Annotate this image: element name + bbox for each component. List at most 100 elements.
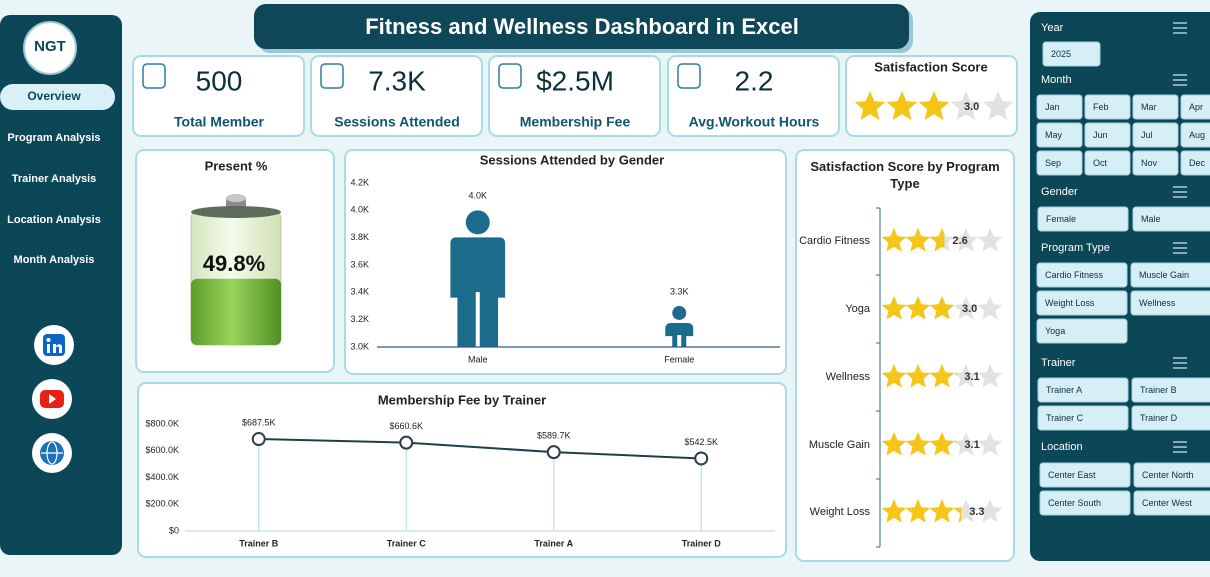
star <box>929 228 945 252</box>
y-tick-label: $400.0K <box>145 472 179 482</box>
slicer-button[interactable] <box>1037 206 1129 232</box>
slicer-button[interactable] <box>1130 290 1210 316</box>
linkedin-glyph <box>47 344 50 353</box>
slicer-button[interactable] <box>1131 377 1210 403</box>
slicer-item[interactable]: Jan <box>1045 102 1060 112</box>
slicer-button[interactable] <box>1036 94 1083 120</box>
slicer-item[interactable]: Oct <box>1093 158 1108 168</box>
star <box>854 91 886 120</box>
nav-item[interactable]: Trainer Analysis <box>12 173 97 185</box>
slicer-item[interactable]: Mar <box>1141 102 1157 112</box>
slicer-item[interactable]: Weight Loss <box>1045 298 1095 308</box>
slicer-button[interactable] <box>1084 94 1131 120</box>
kpi-value: $2.5M <box>536 65 614 96</box>
star <box>905 364 931 388</box>
slicer-title: Month <box>1041 74 1072 86</box>
kpi-icon <box>320 63 344 89</box>
slicer-button[interactable] <box>1132 150 1179 176</box>
slicer-item[interactable]: Center West <box>1142 498 1192 508</box>
slicer-clear-icon[interactable] <box>1173 22 1187 34</box>
star <box>929 499 955 523</box>
slicer-button[interactable] <box>1039 490 1131 516</box>
slicer-item[interactable]: Dec <box>1189 158 1206 168</box>
slicer-button[interactable] <box>1180 122 1210 148</box>
slicer-clear-icon[interactable] <box>1173 357 1187 369</box>
battery-top <box>191 206 281 218</box>
value-label: $542.5K <box>684 437 718 447</box>
chart-panel <box>137 382 787 558</box>
nav-item[interactable]: Overview <box>27 89 81 103</box>
slicer-button[interactable] <box>1132 94 1179 120</box>
slicer-item[interactable]: Center South <box>1048 498 1101 508</box>
value-label: 3.0 <box>962 303 977 315</box>
slicer-item[interactable]: Yoga <box>1045 326 1065 336</box>
slicer-button[interactable] <box>1133 462 1210 488</box>
slicer-button[interactable] <box>1132 122 1179 148</box>
chart-title: Satisfaction Score by Program Type <box>810 159 1000 191</box>
slicer-item[interactable]: Aug <box>1189 130 1205 140</box>
star <box>929 432 955 456</box>
slicer-button[interactable] <box>1133 490 1210 516</box>
slicer-button[interactable] <box>1131 405 1210 431</box>
kpi-value: 7.3K <box>368 65 426 96</box>
slicer-item[interactable]: Center North <box>1142 470 1194 480</box>
slicer-button[interactable] <box>1130 262 1210 288</box>
slicer-item[interactable]: Jul <box>1141 130 1153 140</box>
slicer-item[interactable]: Trainer B <box>1140 385 1177 395</box>
star <box>953 440 957 444</box>
slicer-button[interactable] <box>1039 462 1131 488</box>
slicer-button[interactable] <box>1036 150 1083 176</box>
slicer-item[interactable]: Apr <box>1189 102 1203 112</box>
value-label: $589.7K <box>537 431 571 441</box>
slicer-item[interactable]: Sep <box>1045 158 1061 168</box>
logo-text: NGT <box>34 38 66 55</box>
slicer-button[interactable] <box>1042 41 1101 67</box>
slicer-item[interactable]: Cardio Fitness <box>1045 270 1104 280</box>
slicer-button[interactable] <box>1036 262 1128 288</box>
nav-item[interactable]: Location Analysis <box>7 214 101 226</box>
slicer-item[interactable]: Male <box>1141 214 1161 224</box>
kpi-label: Membership Fee <box>520 114 631 130</box>
slicer-button[interactable] <box>1132 206 1210 232</box>
slicer-item[interactable]: Wellness <box>1139 298 1176 308</box>
slicer-clear-icon[interactable] <box>1173 186 1187 198</box>
slicer-item[interactable]: Feb <box>1093 102 1109 112</box>
slicer-button[interactable] <box>1180 94 1210 120</box>
slicer-item[interactable]: Trainer D <box>1140 413 1178 423</box>
person-head <box>465 210 490 235</box>
slicer-item[interactable]: Female <box>1046 214 1076 224</box>
slicer-clear-icon[interactable] <box>1173 242 1187 254</box>
slicer-clear-icon[interactable] <box>1173 74 1187 86</box>
slicer-item[interactable]: May <box>1045 130 1063 140</box>
value-label: 4.0K <box>468 191 487 201</box>
kpi-card <box>488 55 661 137</box>
slicer-item[interactable]: 2025 <box>1051 49 1071 59</box>
slicer-button[interactable] <box>1037 405 1129 431</box>
slicer-clear-icon[interactable] <box>1173 441 1187 453</box>
slicer-button[interactable] <box>1036 122 1083 148</box>
point <box>694 451 709 466</box>
nav-item[interactable]: Program Analysis <box>7 132 100 144</box>
slicer-button[interactable] <box>1036 318 1128 344</box>
slicer-item[interactable]: Trainer C <box>1046 413 1084 423</box>
slicer-item[interactable]: Muscle Gain <box>1139 270 1189 280</box>
x-tick-label: Trainer A <box>534 538 573 548</box>
slicer-item[interactable]: Trainer A <box>1046 385 1082 395</box>
point <box>399 435 414 450</box>
nav-item[interactable]: Month Analysis <box>14 254 95 266</box>
y-tick-label: 3.0K <box>350 341 369 351</box>
slicer-button[interactable] <box>1036 290 1128 316</box>
slicer-item[interactable]: Center East <box>1048 470 1096 480</box>
slicer-item[interactable]: Jun <box>1093 130 1108 140</box>
slicer-button[interactable] <box>1084 122 1131 148</box>
person-body <box>665 322 694 347</box>
slicer-button[interactable] <box>1037 377 1129 403</box>
slicer-button[interactable] <box>1084 150 1131 176</box>
linkedin-glyph <box>53 344 62 353</box>
value-label: 3.1 <box>964 371 979 383</box>
slicer-button[interactable] <box>1180 150 1210 176</box>
star <box>929 296 954 320</box>
slicer-item[interactable]: Nov <box>1141 158 1158 168</box>
